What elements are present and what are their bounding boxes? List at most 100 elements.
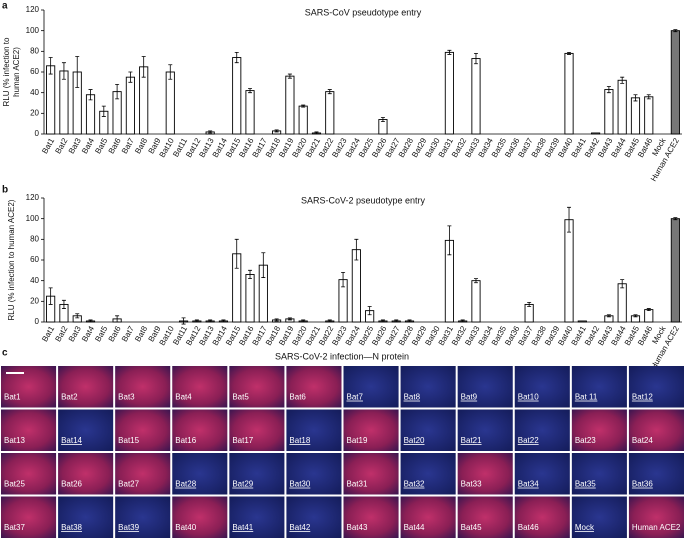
x-tick-label: Bat2 xyxy=(53,324,69,343)
bar xyxy=(232,57,242,135)
x-tick-label: Bat7 xyxy=(120,324,136,343)
micrograph xyxy=(172,366,228,408)
panel-label: a xyxy=(2,1,8,12)
error-bar xyxy=(380,319,385,323)
y-tick-label: 20 xyxy=(30,296,39,305)
micrograph xyxy=(457,366,513,408)
tile-label: Bat37 xyxy=(4,523,25,532)
tile-label: Bat38 xyxy=(61,523,82,532)
tile-label: Bat29 xyxy=(232,480,253,489)
micrograph xyxy=(229,366,285,408)
x-tick-label: Bat4 xyxy=(80,136,96,155)
bar xyxy=(604,89,614,135)
x-tick-label: Bat6 xyxy=(107,324,123,343)
error-bar xyxy=(194,319,199,323)
x-tick-label: Bat3 xyxy=(67,136,83,155)
micrograph xyxy=(1,453,57,495)
micrograph xyxy=(172,409,228,451)
bar xyxy=(351,249,361,323)
tile-label: Bat23 xyxy=(575,436,596,445)
tile-label: Bat34 xyxy=(518,480,539,489)
y-tick-label: 60 xyxy=(30,255,39,264)
micrograph xyxy=(628,366,684,408)
tile-label: Bat10 xyxy=(518,393,539,402)
tile-label: Bat44 xyxy=(404,523,425,532)
error-bar xyxy=(168,64,173,80)
x-tick-label: Bat5 xyxy=(93,324,109,343)
chart-title: SARS-CoV-2 pseudotype entry xyxy=(301,195,426,205)
tile-label: Bat17 xyxy=(232,436,253,445)
error-bar xyxy=(527,301,532,307)
tile-label: Bat12 xyxy=(632,393,653,402)
panel-title: SARS-CoV-2 infection—N protein xyxy=(275,351,409,361)
tile-label: Bat42 xyxy=(289,523,310,532)
error-bar xyxy=(620,76,625,84)
bar xyxy=(644,309,654,323)
micrograph xyxy=(343,366,399,408)
bar xyxy=(325,91,335,135)
tile-label: Bat41 xyxy=(232,523,253,532)
y-axis-label: human ACE2) xyxy=(12,47,21,97)
tile-label: Bat7 xyxy=(347,393,364,402)
y-tick-label: 0 xyxy=(35,129,40,138)
micrograph xyxy=(400,366,456,408)
y-tick-label: 120 xyxy=(26,193,40,202)
error-bar xyxy=(367,306,372,316)
micrograph xyxy=(58,409,114,451)
tile-label: Bat15 xyxy=(118,436,139,445)
panel-label: c xyxy=(2,348,8,359)
y-tick-label: 0 xyxy=(35,317,40,326)
error-bar xyxy=(61,299,66,309)
x-tick-label: Bat4 xyxy=(80,324,96,343)
tile-label: Bat39 xyxy=(118,523,139,532)
y-tick-label: 40 xyxy=(30,88,39,97)
x-tick-label: Bat3 xyxy=(67,324,83,343)
micrograph xyxy=(514,496,570,538)
error-bar xyxy=(274,129,279,133)
micrograph xyxy=(571,453,627,495)
x-tick-label: Bat6 xyxy=(107,136,123,155)
error-bar xyxy=(606,86,611,94)
tile-label: Bat33 xyxy=(461,480,482,489)
error-bar xyxy=(673,29,678,33)
micrograph xyxy=(457,409,513,451)
micrograph xyxy=(628,409,684,451)
error-bar xyxy=(248,269,253,279)
tile-label: Bat26 xyxy=(61,480,82,489)
error-bar xyxy=(115,315,120,323)
micrograph xyxy=(514,366,570,408)
micrograph xyxy=(115,453,171,495)
micrograph xyxy=(115,496,171,538)
error-bar xyxy=(234,51,239,64)
micrograph xyxy=(457,496,513,538)
error-bar xyxy=(48,287,53,305)
bar xyxy=(245,274,255,323)
error-bar xyxy=(673,217,678,221)
tile-label: Bat24 xyxy=(632,436,653,445)
tile-label: Bat21 xyxy=(461,436,482,445)
error-bar xyxy=(633,314,638,318)
error-bar xyxy=(141,56,146,78)
tile-label: Bat8 xyxy=(404,393,421,402)
error-bar xyxy=(620,279,625,289)
x-tick-label: Bat8 xyxy=(133,136,149,155)
bar xyxy=(245,90,255,135)
error-bar xyxy=(248,88,253,94)
x-tick-label: Bat5 xyxy=(93,136,109,155)
bar xyxy=(524,303,534,323)
error-bar xyxy=(407,319,412,323)
micrograph xyxy=(400,409,456,451)
error-bar xyxy=(354,238,359,261)
y-tick-label: 60 xyxy=(30,67,39,76)
micrograph xyxy=(1,409,57,451)
tile-label: Bat25 xyxy=(4,480,25,489)
bar xyxy=(444,51,454,135)
micrograph xyxy=(514,453,570,495)
tile-label: Bat35 xyxy=(575,480,596,489)
tile-label: Bat28 xyxy=(175,480,196,489)
y-tick-label: 100 xyxy=(26,214,40,223)
y-axis-label: RLU (% infection to xyxy=(2,37,11,106)
x-tick-label: Bat46 xyxy=(636,136,655,159)
tile-label: Bat20 xyxy=(404,436,425,445)
